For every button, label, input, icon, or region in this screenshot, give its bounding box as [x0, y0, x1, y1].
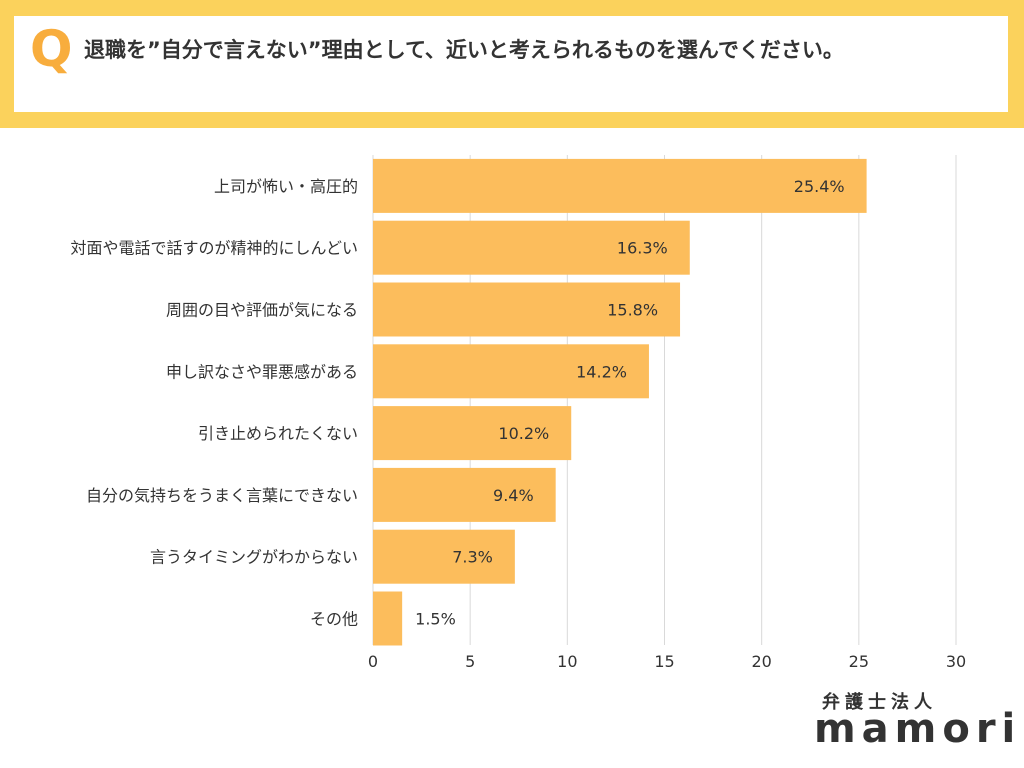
x-tick-label: 15 — [654, 652, 674, 671]
bar — [373, 406, 572, 461]
bar — [373, 158, 867, 213]
bar — [373, 529, 515, 584]
bar — [373, 220, 690, 275]
x-tick-label: 25 — [849, 652, 869, 671]
x-tick-label: 5 — [465, 652, 475, 671]
value-label: 10.2% — [498, 424, 549, 443]
category-label: 引き止められたくない — [198, 424, 358, 443]
x-tick-label: 10 — [557, 652, 577, 671]
value-label: 16.3% — [617, 239, 668, 258]
x-tick-label: 30 — [946, 652, 966, 671]
value-label: 25.4% — [794, 177, 845, 196]
category-label: 対面や電話で話すのが精神的にしんどい — [70, 239, 358, 258]
value-label: 7.3% — [452, 548, 493, 567]
q-icon: Q — [30, 20, 73, 78]
category-label: その他 — [310, 610, 358, 629]
category-label: 言うタイミングがわからない — [150, 548, 358, 567]
x-tick-label: 20 — [751, 652, 771, 671]
logo-subtitle: 弁護士法人 — [822, 692, 937, 713]
bar — [373, 467, 556, 522]
x-tick-label: 0 — [368, 652, 378, 671]
bar — [373, 282, 681, 337]
value-label: 9.4% — [493, 486, 534, 505]
category-label: 上司が怖い・高圧的 — [214, 177, 358, 196]
question-box — [14, 16, 1008, 112]
category-label: 周囲の目や評価が気になる — [166, 301, 358, 320]
category-label: 自分の気持ちをうまく言葉にできない — [86, 486, 358, 505]
question-text: 退職を”自分で言えない”理由として、近いと考えられるものを選んでください。 — [84, 38, 844, 62]
mamori-logo: mamori — [814, 706, 1022, 752]
value-label: 15.8% — [607, 301, 658, 320]
bar — [373, 591, 403, 646]
value-label: 1.5% — [415, 610, 456, 629]
category-label: 申し訳なさや罪悪感がある — [166, 362, 358, 381]
bar — [373, 344, 649, 399]
value-label: 14.2% — [576, 362, 627, 381]
